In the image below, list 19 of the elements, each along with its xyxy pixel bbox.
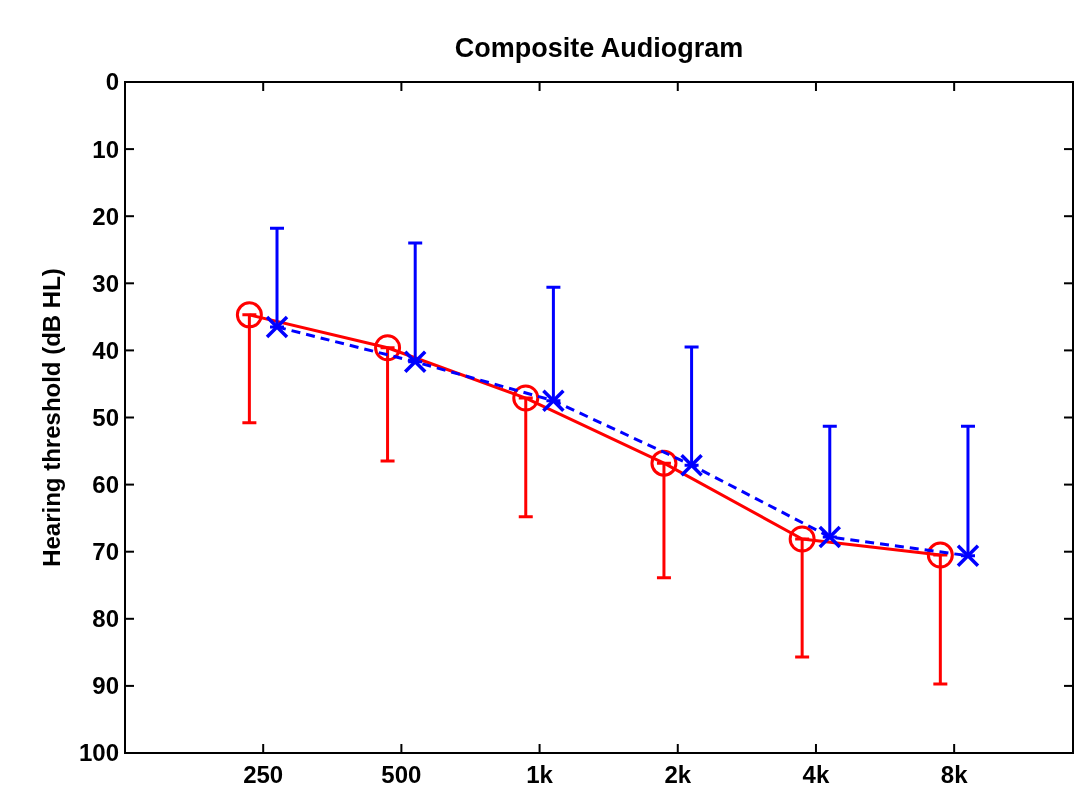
y-tick-label: 60: [92, 471, 119, 498]
x-tick-label: 250: [243, 761, 284, 788]
y-axis-title: Hearing threshold (dB HL): [38, 268, 65, 567]
y-tick-label: 50: [92, 403, 119, 431]
y-tick-label: 0: [105, 68, 119, 96]
y-tick-label: 100: [78, 739, 119, 767]
y-tick-label: 10: [92, 135, 119, 163]
y-tick-label: 30: [92, 269, 119, 297]
y-tick-label: 80: [92, 605, 119, 633]
y-tick-label: 40: [92, 336, 119, 364]
y-tick-label: 20: [92, 202, 119, 230]
x-tick-label: 4k: [802, 761, 830, 788]
y-tick-label: 70: [92, 538, 119, 566]
x-tick-label: 1k: [526, 761, 554, 788]
chart-title: Composite Audiogram: [454, 33, 744, 63]
x-tick-label: 500: [381, 761, 422, 788]
x-tick-label: 8k: [940, 761, 969, 788]
x-tick-label: 2k: [664, 761, 692, 788]
y-tick-label: 90: [92, 672, 119, 700]
